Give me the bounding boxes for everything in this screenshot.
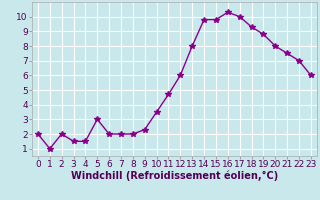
X-axis label: Windchill (Refroidissement éolien,°C): Windchill (Refroidissement éolien,°C) [71, 171, 278, 181]
